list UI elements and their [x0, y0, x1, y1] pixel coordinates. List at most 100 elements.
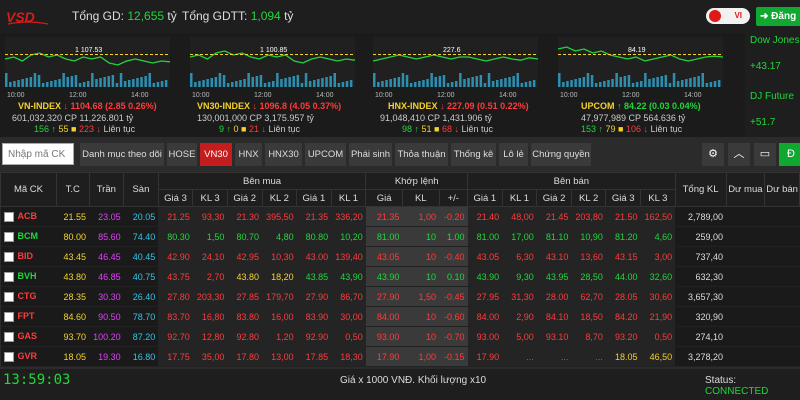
col-reference[interactable]: T.C: [55, 172, 90, 207]
volume-bar: [115, 83, 119, 87]
brand-logo[interactable]: VSD: [4, 8, 52, 26]
index-breadth: 9 ↑ 0 ■ 21 ↓ Liên tục: [219, 124, 301, 134]
symbol-cell[interactable]: BID: [0, 246, 57, 267]
tab-4[interactable]: HNX30: [265, 143, 302, 166]
volume-bar: [532, 80, 536, 87]
col-bid-price-2[interactable]: Giá 2: [226, 189, 263, 207]
row-checkbox[interactable]: [3, 311, 14, 322]
ask-vol-2: 18,50: [571, 306, 606, 327]
table-row[interactable]: GVR 18.05 19.30 16.80 17.75 35,00 17.80 13,00 17…: [0, 346, 800, 367]
col-change[interactable]: +/-: [438, 189, 469, 207]
row-checkbox[interactable]: [3, 231, 14, 242]
volume-bar: [393, 78, 396, 87]
row-checkbox[interactable]: [3, 271, 14, 282]
index-card-1[interactable]: 1 100.85 10:00 12:00 14:00 VN30-INDEX ↓ 1096…: [185, 33, 365, 137]
volume-bar: [263, 83, 267, 87]
index-volume: 91,048,410 CP 1,431.906 tỷ: [380, 113, 492, 123]
tab-1[interactable]: HOSE: [167, 143, 197, 166]
table-row[interactable]: BID 43.45 46.45 40.45 42.90 24,10 42.95 10,30 43…: [0, 246, 800, 267]
volume-bar: [397, 77, 401, 87]
col-symbol[interactable]: Mã CK: [0, 172, 57, 207]
table-row[interactable]: ACB 21.55 23.05 20.05 21.25 93,30 21.30 395,50 2…: [0, 206, 800, 227]
index-card-2[interactable]: 227.6 10:00 12:00 14:00 HNX-INDEX ↓ 227.09 (…: [368, 33, 548, 137]
monitor-icon[interactable]: ▭: [754, 143, 776, 166]
table-row[interactable]: FPT 84.60 90.50 78.70 83.70 16,80 83.80 16,00 83…: [0, 306, 800, 327]
symbol-cell[interactable]: FPT: [0, 306, 57, 327]
col-bid-remaining[interactable]: Dư mua: [725, 172, 766, 207]
symbol-cell[interactable]: ACB: [0, 206, 57, 227]
row-checkbox[interactable]: [3, 351, 14, 362]
tab-3[interactable]: HNX: [235, 143, 262, 166]
col-ask-vol-3[interactable]: KL 3: [640, 189, 676, 207]
table-row[interactable]: BVH 43.80 46.85 40.75 43.75 2,70 43.80 18,20 43.…: [0, 266, 800, 287]
tab-10[interactable]: Chứng quyền: [531, 143, 591, 166]
row-checkbox[interactable]: [3, 251, 14, 262]
col-ask-price-2[interactable]: Giá 2: [536, 189, 572, 207]
gear-icon[interactable]: ⚙: [702, 143, 724, 166]
bid-price-2: 83.80: [227, 306, 262, 327]
price-board-table: Mã CK T.C Trần Sàn Bên mua Khớp lệnh Bên…: [0, 172, 800, 367]
index-card-3[interactable]: 84.19 10:00 12:00 14:00 UPCOM ↑ 84.22 (0.03 …: [553, 33, 733, 137]
language-toggle[interactable]: VI: [706, 8, 750, 24]
volume-bar: [111, 75, 115, 87]
volume-bar: [304, 73, 308, 87]
col-ask-vol-2[interactable]: KL 2: [570, 189, 607, 207]
ref-price: 18.05: [56, 346, 90, 367]
tab-2[interactable]: VN30: [200, 143, 232, 166]
symbol-cell[interactable]: BVH: [0, 266, 57, 287]
index-card-0[interactable]: 1 107.53 10:00 12:00 14:00 VN-INDEX ↓ 1104.6…: [0, 33, 180, 137]
col-ask-price-1[interactable]: Giá 1: [467, 189, 503, 207]
dow-jones-label[interactable]: Dow Jones: [750, 35, 800, 46]
ask-price-3: 18.05: [605, 346, 641, 367]
bid-vol-2: 4,80: [262, 226, 297, 247]
col-ask-price-3[interactable]: Giá 3: [605, 189, 642, 207]
total-volume: 274,10: [675, 326, 727, 347]
volume-bar: [512, 76, 515, 87]
tab-0[interactable]: Danh mục theo dõi: [80, 143, 164, 166]
col-bid-vol-2[interactable]: KL 2: [261, 189, 298, 207]
dj-future-label[interactable]: DJ Future: [750, 91, 794, 102]
col-total-volume[interactable]: Tổng KL: [674, 172, 727, 207]
table-row[interactable]: BCM 80.00 85.60 74.40 80.30 1,50 80.70 4,80 80.8…: [0, 226, 800, 247]
col-ceiling[interactable]: Trần: [88, 172, 125, 207]
symbol-search-input[interactable]: Nhập mã CK: [2, 143, 74, 165]
top-bar: VSD Tổng GD: 12,655 tỷ Tổng GDTT: 1,094 …: [0, 0, 800, 33]
row-checkbox[interactable]: [3, 211, 14, 222]
col-bid-vol-3[interactable]: KL 3: [192, 189, 228, 207]
tab-8[interactable]: Thống kê: [451, 143, 496, 166]
time-tick: 12:00: [254, 92, 272, 99]
col-bid-price-3[interactable]: Giá 3: [157, 189, 194, 207]
col-bid-vol-1[interactable]: KL 1: [330, 189, 367, 207]
row-checkbox[interactable]: [3, 331, 14, 342]
toggle-knob: [709, 10, 721, 22]
row-checkbox[interactable]: [3, 291, 14, 302]
symbol-cell[interactable]: BCM: [0, 226, 57, 247]
col-match-price[interactable]: Giá: [365, 189, 403, 207]
match-change: -0.40: [439, 246, 468, 267]
tab-9[interactable]: Lô lẻ: [499, 143, 528, 166]
volume-bar: [37, 75, 41, 87]
tab-6[interactable]: Phái sinh: [349, 143, 392, 166]
time-tick: 14:00: [684, 92, 702, 99]
col-bid-price-1[interactable]: Giá 1: [296, 189, 332, 207]
tab-7[interactable]: Thỏa thuận: [395, 143, 448, 166]
symbol-cell[interactable]: GVR: [0, 346, 57, 367]
table-row[interactable]: GAS 93.70 100.20 87.20 92.70 12,80 92.80 1,20 92…: [0, 326, 800, 347]
symbol-cell[interactable]: CTG: [0, 286, 57, 307]
login-button[interactable]: ➜ Đăng: [756, 7, 800, 26]
ask-vol-1: 48,00: [502, 206, 537, 227]
match-vol: 10: [402, 306, 440, 327]
symbol-cell[interactable]: GAS: [0, 326, 57, 347]
table-row[interactable]: CTG 28.35 30.30 26.40 27.80 203,30 27.85 179,70…: [0, 286, 800, 307]
col-match-vol[interactable]: KL: [401, 189, 440, 207]
bid-price-2: 80.70: [227, 226, 262, 247]
col-ask-remaining[interactable]: Dư bán: [764, 172, 800, 207]
volume-bar: [222, 75, 226, 87]
tab-5[interactable]: UPCOM: [305, 143, 346, 166]
unit-note: Giá x 1000 VNĐ. Khối lượng x10: [340, 375, 487, 386]
col-floor[interactable]: Sàn: [123, 172, 159, 207]
col-ask-vol-1[interactable]: KL 1: [501, 189, 538, 207]
volume-bar: [160, 81, 164, 87]
chevron-up-icon[interactable]: ︿: [728, 143, 750, 166]
order-button[interactable]: Đ: [779, 143, 800, 166]
